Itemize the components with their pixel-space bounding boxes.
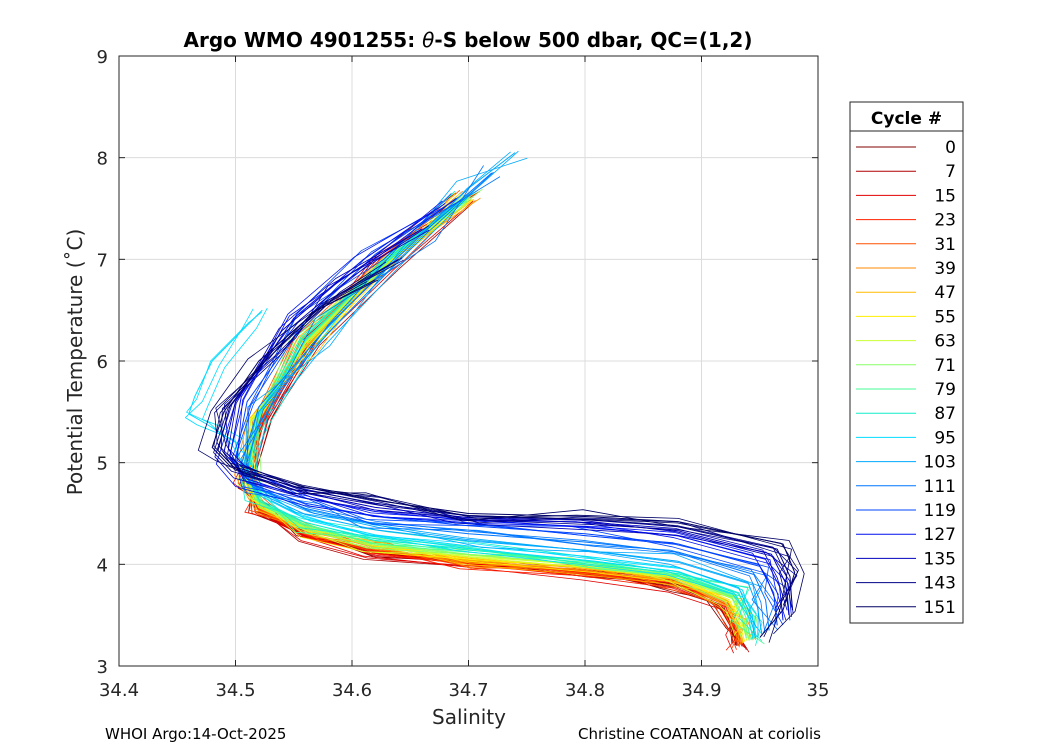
y-tick-label: 7 (97, 250, 108, 271)
legend-label: 63 (934, 332, 956, 352)
legend-label: 95 (934, 428, 956, 448)
series-line-143 (217, 258, 793, 611)
series-line-127 (236, 207, 792, 617)
series-line-135 (214, 225, 788, 611)
footer-credit-right: Christine COATANOAN at coriolis (578, 725, 821, 743)
series-line-119 (235, 197, 778, 626)
legend-label: 15 (934, 186, 956, 206)
legend-label: 103 (924, 453, 956, 473)
x-tick-label: 34.7 (448, 680, 488, 701)
chart-title: Argo WMO 4901255: θ-S below 500 dbar, QC… (184, 28, 753, 52)
legend-label: 39 (934, 259, 956, 279)
legend-label: 23 (934, 211, 956, 231)
y-tick-label: 3 (97, 657, 108, 678)
legend-label: 71 (934, 356, 956, 376)
legend-box (849, 101, 964, 624)
series-line-127 (215, 198, 781, 613)
series-line-87 (251, 190, 755, 639)
axis-ticks: 34.4 34.5 34.6 34.7 34.8 34.9 35 3 4 5 6 7 8 9 (97, 47, 830, 701)
x-tick-label: 34.6 (332, 680, 372, 701)
series-line-95 (188, 309, 757, 638)
series-127 (215, 198, 792, 621)
legend-label: 0 (945, 138, 956, 158)
legend-label: 79 (934, 380, 956, 400)
series-line-87 (241, 196, 763, 642)
series-87 (241, 190, 763, 646)
series-line-63 (237, 204, 736, 636)
x-tick-label: 34.4 (99, 680, 139, 701)
y-axis-label: Potential Temperature (˚C) (63, 229, 87, 496)
x-tick-label: 35 (807, 680, 830, 701)
series-line-87 (246, 192, 754, 639)
series-line-127 (229, 202, 784, 621)
y-tick-label: 8 (97, 149, 108, 170)
y-tick-label: 5 (97, 454, 108, 475)
series-line-111 (233, 176, 776, 634)
legend: Cycle #0 7 15 23 31 39 47 55 63 71 79 87 95 103 111 119… (849, 101, 964, 624)
series-line-135 (227, 230, 794, 614)
series-line-87 (241, 190, 763, 646)
series-line-151 (211, 279, 796, 638)
x-axis-label: Salinity (432, 705, 506, 729)
legend-label: 151 (924, 598, 956, 618)
legend-title: Cycle # (871, 109, 942, 129)
series-line-151 (197, 273, 805, 635)
x-tick-label: 34.5 (215, 680, 255, 701)
series-line-111 (245, 171, 766, 633)
y-tick-label: 4 (97, 555, 108, 576)
legend-label: 119 (924, 501, 956, 521)
series-151 (197, 273, 805, 643)
y-tick-label: 6 (97, 352, 108, 373)
legend-label: 127 (924, 525, 956, 545)
legend-label: 87 (934, 404, 956, 424)
footer-credit-left: WHOI Argo:14-Oct-2025 (105, 725, 287, 743)
x-tick-label: 34.8 (565, 680, 605, 701)
series-111 (233, 165, 779, 634)
x-tick-label: 34.9 (681, 680, 721, 701)
y-tick-label: 9 (97, 47, 108, 68)
series-line-151 (213, 279, 799, 638)
legend-label: 135 (924, 549, 956, 569)
legend-label: 31 (934, 235, 956, 255)
legend-label: 55 (934, 307, 956, 327)
series-line-103 (244, 157, 763, 629)
legend-label: 143 (924, 574, 956, 594)
series-line-111 (240, 172, 770, 631)
legend-label: 7 (945, 162, 956, 182)
legend-label: 111 (924, 477, 956, 497)
series-layer (184, 150, 805, 654)
legend-label: 47 (934, 283, 956, 303)
series-line-135 (223, 228, 790, 616)
